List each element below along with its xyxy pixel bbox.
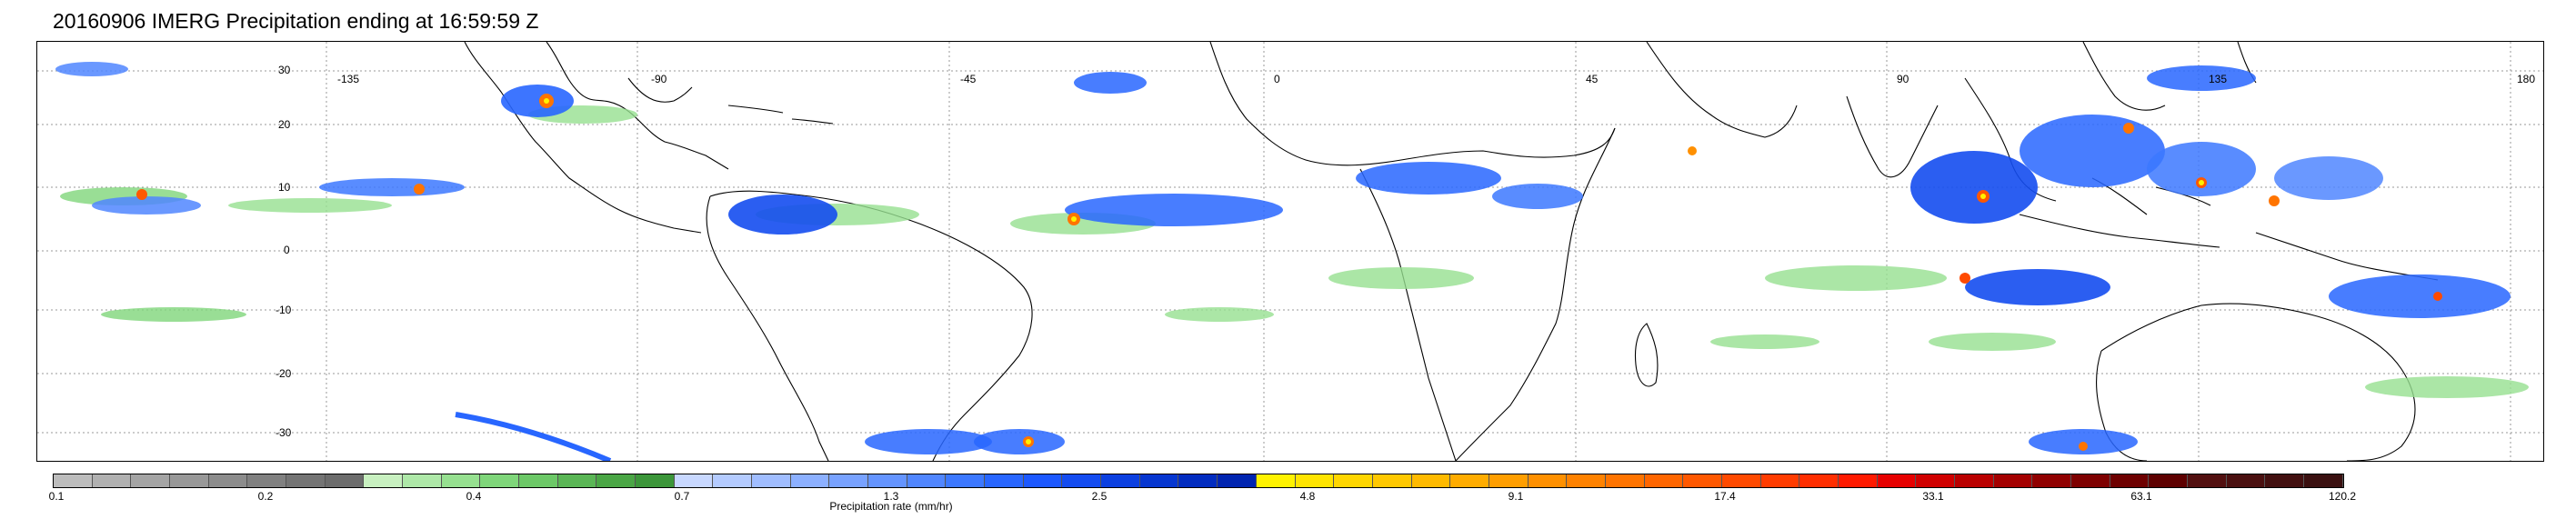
- colorbar-segment: [2149, 474, 2188, 487]
- colorbar: [53, 474, 2344, 488]
- colorbar-segment: [907, 474, 947, 487]
- colorbar-segment: [247, 474, 287, 487]
- colorbar-segment: [1256, 474, 1296, 487]
- colorbar-tick: 0.7: [674, 490, 690, 503]
- colorbar-segment: [1799, 474, 1839, 487]
- precipitation-field: [55, 62, 2529, 454]
- colorbar-segment: [2265, 474, 2304, 487]
- lon-label: -135: [337, 73, 360, 85]
- colorbar-segment: [790, 474, 830, 487]
- colorbar-segment: [2303, 474, 2343, 487]
- colorbar-segment: [1372, 474, 1412, 487]
- colorbar-segment: [596, 474, 636, 487]
- colorbar-segment: [2187, 474, 2227, 487]
- colorbar-segment: [2226, 474, 2266, 487]
- colorbar-segment: [1178, 474, 1218, 487]
- colorbar-segment: [403, 474, 442, 487]
- colorbar-tick: 33.1: [1922, 490, 1944, 503]
- colorbar-segment: [1567, 474, 1606, 487]
- colorbar-segment: [480, 474, 520, 487]
- colorbar-segment: [1528, 474, 1568, 487]
- map-title: 20160906 IMERG Precipitation ending at 1…: [53, 9, 539, 33]
- colorbar-segment: [325, 474, 365, 487]
- colorbar-tick: 2.5: [1091, 490, 1108, 503]
- colorbar-segment: [441, 474, 481, 487]
- colorbar-segment: [131, 474, 171, 487]
- colorbar-segment: [1411, 474, 1451, 487]
- map-canvas: [37, 42, 2543, 461]
- colorbar-segment: [54, 474, 93, 487]
- lat-label: 30: [278, 64, 291, 76]
- lat-label: 20: [278, 118, 291, 131]
- frontal-band: [455, 412, 612, 461]
- lon-label: 90: [1897, 73, 1909, 85]
- colorbar-segment: [1334, 474, 1373, 487]
- colorbar-segment: [208, 474, 248, 487]
- lat-label: -10: [276, 304, 292, 316]
- colorbar-segment: [1295, 474, 1335, 487]
- colorbar-segment: [1838, 474, 1878, 487]
- colorbar-segment: [752, 474, 791, 487]
- colorbar-tick: 0.2: [257, 490, 274, 503]
- colorbar-segment: [868, 474, 907, 487]
- colorbar-segment: [985, 474, 1024, 487]
- colorbar-segment: [1101, 474, 1140, 487]
- colorbar-segment: [946, 474, 986, 487]
- colorbar-tick: 63.1: [2130, 490, 2152, 503]
- lon-label: -90: [651, 73, 667, 85]
- colorbar-segment: [1916, 474, 1955, 487]
- colorbar-segment: [92, 474, 132, 487]
- colorbar-segment: [1450, 474, 1489, 487]
- lon-label: 45: [1586, 73, 1599, 85]
- colorbar-segment: [1760, 474, 1800, 487]
- colorbar-tick: 120.2: [2328, 490, 2357, 503]
- colorbar-segment: [2110, 474, 2150, 487]
- colorbar-segment: [1023, 474, 1063, 487]
- colorbar-segment: [557, 474, 597, 487]
- colorbar-segment: [713, 474, 753, 487]
- lon-label: 0: [1274, 73, 1280, 85]
- colorbar-segment: [364, 474, 404, 487]
- colorbar-segment: [1993, 474, 2033, 487]
- colorbar-tick: 17.4: [1714, 490, 1736, 503]
- lon-label: 135: [2209, 73, 2228, 85]
- colorbar-segment: [829, 474, 869, 487]
- colorbar-tick: 0.1: [48, 490, 65, 503]
- precipitation-map: 30 20 10 0 -10 -20 -30 -135 -90 -45 0 45…: [36, 41, 2544, 462]
- colorbar-segment: [2032, 474, 2071, 487]
- colorbar-segment: [1062, 474, 1102, 487]
- colorbar-segment: [1721, 474, 1761, 487]
- lat-label: 10: [278, 181, 291, 194]
- lon-label: 180: [2517, 73, 2536, 85]
- colorbar-segment: [674, 474, 714, 487]
- lat-label: 0: [284, 244, 290, 256]
- colorbar-tick: 1.3: [883, 490, 899, 503]
- colorbar-segment: [2070, 474, 2110, 487]
- colorbar-segment: [1954, 474, 1994, 487]
- colorbar-tick: 9.1: [1508, 490, 1524, 503]
- lat-label: -30: [276, 426, 292, 439]
- colorbar-segment: [1877, 474, 1917, 487]
- colorbar-segment: [636, 474, 675, 487]
- lon-label: -45: [960, 73, 977, 85]
- lat-label: -20: [276, 367, 292, 380]
- colorbar-segment: [1683, 474, 1722, 487]
- colorbar-segment: [1644, 474, 1684, 487]
- colorbar-tick: 0.4: [466, 490, 482, 503]
- colorbar-segment: [170, 474, 209, 487]
- colorbar-segment: [1488, 474, 1529, 487]
- graticule: [37, 42, 2543, 461]
- colorbar-segment: [519, 474, 558, 487]
- colorbar-segment: [1605, 474, 1645, 487]
- colorbar-segment: [1139, 474, 1179, 487]
- colorbar-tick: 4.8: [1299, 490, 1316, 503]
- colorbar-axis-label: Precipitation rate (mm/hr): [829, 500, 953, 513]
- colorbar-segment: [286, 474, 326, 487]
- colorbar-segment: [1218, 474, 1257, 487]
